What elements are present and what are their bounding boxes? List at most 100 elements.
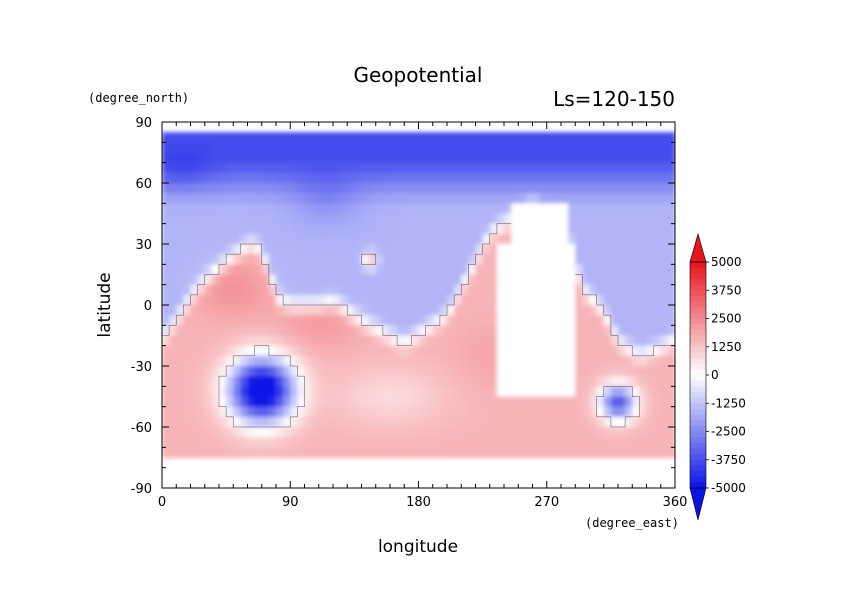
heatmap-cell [618, 325, 626, 337]
heatmap-cell [397, 355, 405, 367]
heatmap-cell [361, 325, 370, 337]
heatmap-cell [254, 203, 263, 215]
heatmap-cell [304, 325, 313, 337]
heatmap-cell [504, 172, 512, 184]
heatmap-cell [618, 152, 626, 164]
heatmap-cell [625, 152, 633, 164]
heatmap-cell [290, 254, 298, 265]
heatmap-cell [418, 315, 427, 326]
heatmap-cell [454, 294, 462, 306]
heatmap-cell [318, 264, 327, 276]
heatmap-cell [375, 396, 384, 408]
heatmap-cell [375, 447, 384, 459]
heatmap-cell [589, 264, 598, 276]
heatmap-cell [439, 315, 448, 326]
heatmap-cell [496, 406, 505, 418]
heatmap-cell [197, 447, 206, 459]
heatmap-cell [361, 183, 370, 194]
heatmap-cell [525, 162, 534, 174]
heatmap-cell [404, 376, 412, 387]
heatmap-cell [639, 335, 648, 347]
heatmap-cell [439, 386, 448, 398]
heatmap-cell [354, 284, 363, 296]
heatmap-cell [233, 213, 241, 225]
heatmap-cell [183, 416, 192, 428]
heatmap-cell [183, 193, 192, 204]
heatmap-cell [283, 223, 291, 235]
heatmap-cell [318, 132, 327, 143]
heatmap-cell [468, 345, 477, 357]
heatmap-cell [532, 254, 541, 265]
heatmap-cell [261, 335, 270, 347]
heatmap-cell [468, 203, 477, 215]
heatmap-cell [283, 437, 291, 448]
heatmap-cell [603, 274, 612, 286]
heatmap-cell [197, 254, 206, 265]
heatmap-cell [496, 355, 505, 367]
heatmap-cell [660, 366, 669, 377]
heatmap-cell [489, 142, 498, 154]
heatmap-cell [539, 437, 548, 448]
heatmap-cell [361, 386, 370, 398]
heatmap-cell [411, 325, 420, 337]
heatmap-cell [304, 386, 313, 398]
heatmap-cell [625, 325, 633, 337]
heatmap-cell [197, 152, 206, 164]
heatmap-cell [197, 335, 206, 347]
heatmap-cell [325, 284, 334, 296]
heatmap-cell [504, 406, 512, 418]
heatmap-cell [204, 132, 213, 143]
heatmap-cell [318, 172, 327, 184]
heatmap-cell [247, 427, 256, 438]
heatmap-cell [190, 386, 199, 398]
heatmap-cell [261, 233, 270, 245]
heatmap-cell [382, 427, 391, 438]
heatmap-cell [454, 386, 462, 398]
heatmap-cell [447, 396, 455, 408]
heatmap-cell [283, 284, 291, 296]
heatmap-cell [589, 376, 598, 387]
heatmap-cell [461, 427, 469, 438]
heatmap-cell [261, 406, 270, 418]
heatmap-cell [226, 132, 234, 143]
heatmap-cell [489, 427, 498, 438]
heatmap-cell [561, 305, 569, 316]
heatmap-cell [511, 132, 519, 143]
heatmap-cell [632, 172, 640, 184]
heatmap-cell [254, 355, 263, 367]
heatmap-cell [518, 162, 526, 174]
heatmap-cell [632, 427, 640, 438]
heatmap-cell [290, 284, 298, 296]
heatmap-cell [496, 325, 505, 337]
heatmap-cell [190, 132, 199, 143]
heatmap-cell [169, 274, 177, 286]
heatmap-cell [425, 254, 434, 265]
heatmap-cell [311, 437, 320, 448]
heatmap-cell [354, 427, 363, 438]
heatmap-cell [475, 416, 484, 428]
heatmap-cell [254, 284, 263, 296]
heatmap-cell [169, 366, 177, 377]
heatmap-cell [575, 305, 583, 316]
heatmap-cell [603, 142, 612, 154]
colorbar-segment [690, 273, 706, 280]
heatmap-cell [247, 183, 256, 194]
heatmap-cell [610, 233, 619, 245]
heatmap-cell [197, 264, 206, 276]
heatmap-cell [589, 162, 598, 174]
heatmap-cell [219, 223, 227, 235]
heatmap-cell [489, 305, 498, 316]
heatmap-cell [667, 193, 675, 204]
heatmap-cell [240, 254, 249, 265]
heatmap-cell [268, 437, 277, 448]
heatmap-cell [254, 406, 263, 418]
heatmap-cell [539, 142, 548, 154]
heatmap-cell [368, 274, 377, 286]
heatmap-cell [553, 254, 562, 265]
heatmap-cell [653, 325, 662, 337]
heatmap-cell [169, 223, 177, 235]
heatmap-cell [233, 406, 241, 418]
heatmap-cell [589, 132, 598, 143]
heatmap-cell [211, 376, 220, 387]
heatmap-cell [283, 244, 291, 255]
